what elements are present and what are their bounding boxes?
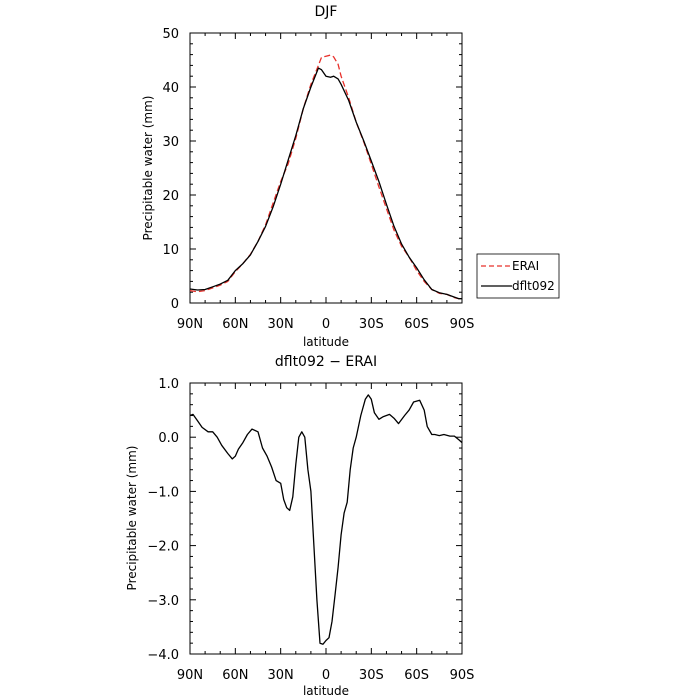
y-ticks: 0 10 20 30 40 50: [162, 27, 462, 312]
x-tick-label: 60S: [404, 317, 429, 332]
x-tick-label: 0: [322, 317, 330, 332]
x-axis-label: latitude: [303, 684, 349, 698]
chart-panel-djf: DJF 90N 60N 30N 0 30S 60S 90S 0 10 20 30 40 50 lati…: [141, 4, 560, 349]
x-tick-label: 0: [322, 668, 330, 683]
x-tick-label: 60N: [222, 668, 248, 683]
y-tick-label: 0.0: [158, 431, 179, 446]
y-tick-label: 50: [162, 27, 179, 42]
x-ticks: 90N 60N 30N 0 30S 60S 90S: [177, 383, 475, 683]
legend-label-erai: ERAI: [512, 259, 539, 273]
y-tick-label: 1.0: [158, 377, 179, 392]
x-tick-label: 30S: [359, 317, 384, 332]
chart-panel-difference: dflt092 − ERAI 90N 60N 30N 0 30S 60S 90S −4.0−…: [125, 354, 474, 698]
y-tick-label: 0: [171, 297, 179, 312]
y-tick-label: 10: [162, 243, 179, 258]
chart-title: DJF: [315, 4, 338, 20]
chart-title: dflt092 − ERAI: [275, 354, 377, 370]
x-tick-label: 90S: [450, 317, 475, 332]
y-tick-label: 40: [162, 81, 179, 96]
x-tick-label: 60N: [222, 317, 248, 332]
series-line-difference: [189, 394, 463, 645]
x-tick-label: 30N: [268, 668, 294, 683]
legend: ERAI dflt092: [476, 253, 560, 299]
y-tick-label: −2.0: [147, 540, 179, 555]
x-tick-label: 90S: [450, 668, 475, 683]
x-axis-label: latitude: [303, 335, 349, 349]
plot-frame: [189, 382, 463, 655]
plot-frame: [189, 32, 463, 304]
x-tick-label: 30N: [268, 317, 294, 332]
y-tick-label: −4.0: [147, 648, 179, 663]
x-tick-label: 90N: [177, 317, 203, 332]
series-layer: [189, 394, 463, 645]
y-ticks: −4.0 −3.0 −2.0 −1.0 0.0 1.0: [147, 377, 462, 663]
series-line-dflt092: [189, 67, 462, 300]
y-tick-label: 20: [162, 189, 179, 204]
y-axis-label: Precipitable water (mm): [141, 96, 155, 241]
y-tick-label: 30: [162, 135, 179, 150]
series-layer: [189, 54, 463, 301]
x-tick-label: 30S: [359, 668, 384, 683]
legend-box: [476, 253, 560, 299]
x-tick-label: 90N: [177, 668, 203, 683]
legend-label-dflt092: dflt092: [512, 279, 555, 293]
y-axis-label: Precipitable water (mm): [125, 446, 139, 591]
x-tick-label: 60S: [404, 668, 429, 683]
series-line-erai: [189, 54, 463, 301]
x-ticks: 90N 60N 30N 0 30S 60S 90S: [177, 33, 475, 332]
y-tick-label: −3.0: [147, 594, 179, 609]
y-tick-label: −1.0: [147, 485, 179, 500]
